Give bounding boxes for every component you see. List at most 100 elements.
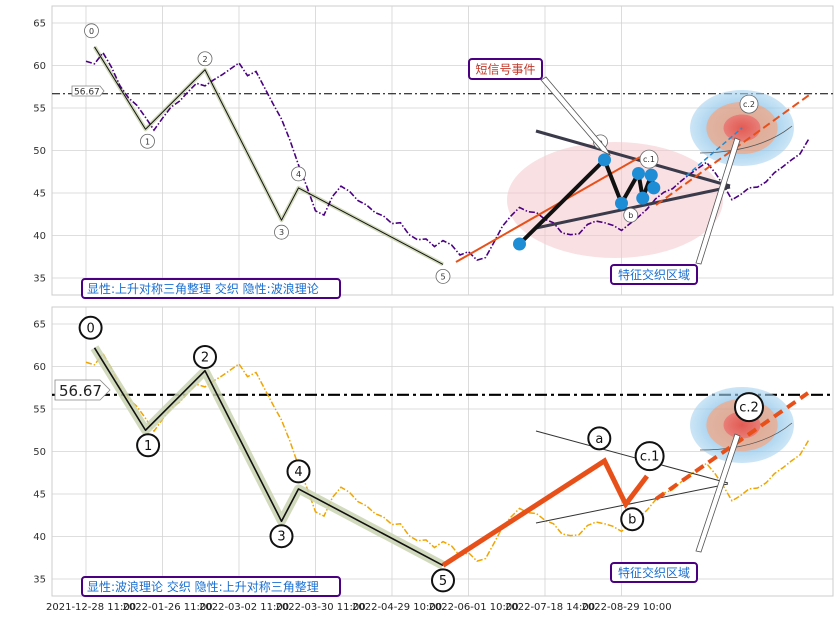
x-tick-label: 2022-03-02 11:00 <box>199 602 289 613</box>
top-projection-line-2 <box>685 127 743 177</box>
top-consolidation-zone <box>507 142 723 258</box>
top-wave-label-circle <box>623 207 639 223</box>
bottom-wave-label-circle <box>634 441 665 472</box>
bottom-wave-line <box>93 347 444 567</box>
top-zone-label: 特征交织区域 <box>618 267 690 282</box>
top-wave-line <box>94 46 444 265</box>
bottom-ytick-label: 35 <box>33 575 46 586</box>
top-wave-label-circle <box>291 166 306 182</box>
bottom-zone-arrow <box>695 433 741 553</box>
top-wave-path <box>94 46 444 265</box>
top-ytick-label: 40 <box>33 231 46 242</box>
top-zone-annotation: 特征交织区域 <box>610 137 741 285</box>
top-triangle-marker <box>615 196 628 210</box>
x-tick-label: 2022-08-29 10:00 <box>582 602 672 613</box>
top-ytick-label: 60 <box>33 61 46 72</box>
bottom-wave-label-circle <box>620 507 645 532</box>
bottom-wave-label-circle <box>269 524 294 549</box>
top-wave-label: c.2 <box>743 100 755 109</box>
top-ytick-label: 35 <box>33 274 46 285</box>
bottom-wave-label-circle <box>78 315 103 340</box>
bottom-triangle-upper <box>535 430 729 484</box>
top-triangle-marker <box>636 191 650 205</box>
top-caption-box: 显性:上升对称三角整理 交织 隐性:波浪理论 <box>81 278 341 299</box>
top-signal-arrow <box>540 76 612 156</box>
bottom-zone-label: 特征交织区域 <box>618 565 690 580</box>
top-wave-label-circle <box>639 149 659 169</box>
bottom-bull-path <box>441 457 649 568</box>
bottom-caption: 显性:波浪理论 交织 隐性:上升对称三角整理 <box>87 579 319 594</box>
top-wave-label-circle <box>84 23 99 39</box>
top-y-axis: 35 40 45 50 55 60 65 <box>33 19 46 285</box>
x-tick-label: 2022-06-01 10:00 <box>429 602 519 613</box>
bottom-zone-annotation: 特征交织区域 <box>610 433 741 583</box>
top-ytick-label: 50 <box>33 146 46 157</box>
bottom-reference-label: 56.67 <box>59 382 102 400</box>
bottom-wave-label: b <box>628 513 636 528</box>
top-ytick-label: 55 <box>33 104 46 115</box>
bottom-reference-tag: 56.67 <box>54 379 111 401</box>
top-triangle-marker <box>632 166 645 180</box>
bottom-wave-label-circle <box>286 459 311 484</box>
bottom-y-axis: 35 40 45 50 55 60 65 <box>33 320 46 586</box>
bottom-ytick-label: 60 <box>33 362 46 373</box>
bottom-wave-label: 5 <box>439 574 447 589</box>
top-wave-label-circle <box>140 133 155 149</box>
top-signal-label: 短信号事件 <box>475 63 535 77</box>
bottom-wave-label-circle <box>193 345 217 369</box>
top-signal-annotation: 短信号事件 <box>468 58 612 156</box>
bottom-wave-label: 1 <box>144 439 152 454</box>
bottom-ytick-label: 50 <box>33 447 46 458</box>
top-wave-label: 2 <box>202 55 207 64</box>
top-reference-tag: 56.67 <box>71 85 105 98</box>
bottom-ytick-label: 65 <box>33 320 46 331</box>
bottom-wave-label-circle <box>431 568 455 593</box>
top-reference-label: 56.67 <box>74 88 100 98</box>
bottom-target-arc <box>699 422 793 451</box>
bottom-wave-label: c.1 <box>640 450 660 465</box>
top-zone-arrow <box>695 137 741 265</box>
bottom-wave-label-circle <box>734 392 764 423</box>
top-triangle-upper <box>535 129 731 188</box>
top-markers <box>513 153 661 251</box>
bottom-ytick-label: 55 <box>33 405 46 416</box>
top-wave-label: b <box>628 211 633 220</box>
bottom-triangle-lower <box>535 483 729 524</box>
top-triangle-marker <box>513 237 526 251</box>
bottom-wave-label: c.2 <box>739 401 759 416</box>
bottom-wave-labels: 0 1 2 3 4 5 a b c.1 c.2 <box>78 315 764 593</box>
top-wave-label: 1 <box>145 137 150 146</box>
bottom-wave-label-circle <box>587 426 612 451</box>
bottom-bull-zigzag <box>441 457 649 568</box>
top-wave-label: c.1 <box>643 155 655 164</box>
bottom-ytick-label: 40 <box>33 532 46 543</box>
top-triangle-marker <box>647 181 661 195</box>
top-triangle-marker <box>644 168 658 182</box>
top-wave-label: 3 <box>279 228 284 237</box>
top-ytick-label: 65 <box>33 19 46 30</box>
x-tick-label: 2022-07-18 14:00 <box>505 602 595 613</box>
bottom-caption-box: 显性:波浪理论 交织 隐性:上升对称三角整理 <box>81 576 341 597</box>
x-tick-label: 2022-01-26 11:00 <box>123 602 213 613</box>
top-caption: 显性:上升对称三角整理 交织 隐性:波浪理论 <box>87 281 319 296</box>
top-wave-label-circle <box>197 51 213 67</box>
bottom-wave-label: 2 <box>201 351 209 366</box>
bottom-ytick-label: 45 <box>33 490 46 501</box>
x-tick-label: 2022-04-29 10:00 <box>352 602 442 613</box>
bottom-wave-label-circle <box>136 433 161 458</box>
x-tick-label: 2022-03-30 11:00 <box>276 602 366 613</box>
top-triangle-lower <box>535 185 731 230</box>
bottom-wave-label: 4 <box>294 465 302 480</box>
top-target-arc <box>699 125 793 154</box>
top-wave-label-circle <box>274 224 289 240</box>
bottom-wave-path <box>93 347 444 567</box>
top-wave-label: 5 <box>440 272 445 281</box>
top-wave-label: 0 <box>89 27 94 36</box>
bottom-wave-label: 3 <box>277 530 285 545</box>
bottom-target-zone <box>690 387 794 463</box>
bottom-wave-label: 0 <box>86 321 94 336</box>
top-ytick-label: 45 <box>33 189 46 200</box>
x-tick-label: 2021-12-28 11:00 <box>46 602 136 613</box>
